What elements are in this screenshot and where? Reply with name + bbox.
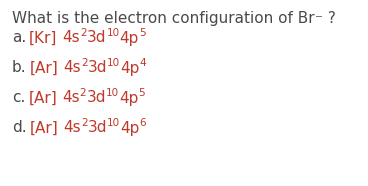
Text: [Ar]: [Ar] bbox=[30, 60, 59, 76]
Text: [Ar]: [Ar] bbox=[28, 91, 57, 105]
Text: 2: 2 bbox=[80, 28, 87, 38]
Text: 10: 10 bbox=[107, 118, 120, 128]
Text: 10: 10 bbox=[107, 58, 120, 68]
Text: 5: 5 bbox=[139, 28, 145, 38]
Text: 3d: 3d bbox=[87, 31, 106, 46]
Text: 6: 6 bbox=[139, 118, 146, 128]
Text: ⁻: ⁻ bbox=[315, 12, 323, 27]
Text: 4s: 4s bbox=[63, 60, 81, 76]
Text: c.: c. bbox=[12, 91, 25, 105]
Text: d.: d. bbox=[12, 121, 26, 135]
Text: 4: 4 bbox=[139, 58, 146, 68]
Text: [Kr]: [Kr] bbox=[29, 31, 58, 46]
Text: 4s: 4s bbox=[63, 31, 80, 46]
Text: a.: a. bbox=[12, 31, 26, 46]
Text: 3d: 3d bbox=[86, 91, 106, 105]
Text: What is the electron configuration of Br: What is the electron configuration of Br bbox=[12, 11, 315, 26]
Text: 3d: 3d bbox=[88, 121, 107, 135]
Text: 2: 2 bbox=[80, 88, 86, 98]
Text: 10: 10 bbox=[106, 28, 120, 38]
Text: 5: 5 bbox=[138, 88, 145, 98]
Text: 10: 10 bbox=[106, 88, 119, 98]
Text: 4p: 4p bbox=[120, 60, 139, 76]
Text: 4p: 4p bbox=[120, 121, 139, 135]
Text: 4s: 4s bbox=[62, 91, 80, 105]
Text: 4p: 4p bbox=[119, 91, 138, 105]
Text: b.: b. bbox=[12, 60, 26, 76]
Text: ?: ? bbox=[323, 11, 336, 26]
Text: 4s: 4s bbox=[63, 121, 81, 135]
Text: [Ar]: [Ar] bbox=[30, 121, 59, 135]
Text: 3d: 3d bbox=[88, 60, 107, 76]
Text: 2: 2 bbox=[81, 118, 88, 128]
Text: 4p: 4p bbox=[120, 31, 139, 46]
Text: 2: 2 bbox=[81, 58, 88, 68]
